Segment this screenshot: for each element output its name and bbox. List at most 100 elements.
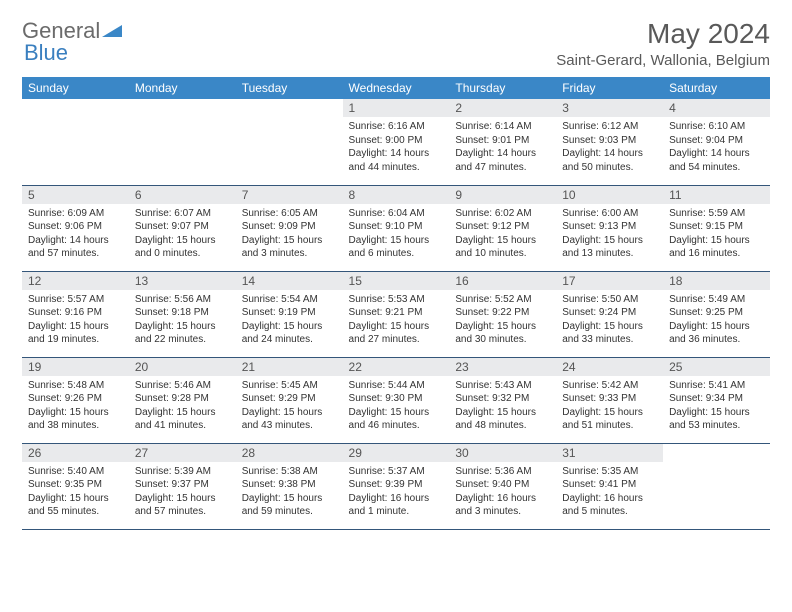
day-content: Sunrise: 6:05 AMSunset: 9:09 PMDaylight:…: [236, 204, 343, 265]
daylight-line: Daylight: 15 hours and 46 minutes.: [349, 407, 430, 432]
sunset-line: Sunset: 9:10 PM: [349, 221, 423, 232]
calendar-cell: 16Sunrise: 5:52 AMSunset: 9:22 PMDayligh…: [449, 271, 556, 357]
sunrise-line: Sunrise: 6:10 AM: [669, 121, 745, 132]
sunset-line: Sunset: 9:00 PM: [349, 135, 423, 146]
calendar-body: 1Sunrise: 6:16 AMSunset: 9:00 PMDaylight…: [22, 99, 770, 529]
calendar-cell: 24Sunrise: 5:42 AMSunset: 9:33 PMDayligh…: [556, 357, 663, 443]
day-number: 26: [22, 444, 129, 462]
day-number: 2: [449, 99, 556, 117]
sunset-line: Sunset: 9:24 PM: [562, 307, 636, 318]
calendar-cell: 14Sunrise: 5:54 AMSunset: 9:19 PMDayligh…: [236, 271, 343, 357]
day-number: 5: [22, 186, 129, 204]
day-content: Sunrise: 5:43 AMSunset: 9:32 PMDaylight:…: [449, 376, 556, 437]
day-number: 30: [449, 444, 556, 462]
day-number: 3: [556, 99, 663, 117]
daylight-line: Daylight: 16 hours and 5 minutes.: [562, 493, 643, 518]
calendar-cell: 30Sunrise: 5:36 AMSunset: 9:40 PMDayligh…: [449, 443, 556, 529]
daylight-line: Daylight: 15 hours and 48 minutes.: [455, 407, 536, 432]
calendar-cell: 29Sunrise: 5:37 AMSunset: 9:39 PMDayligh…: [343, 443, 450, 529]
day-number: 16: [449, 272, 556, 290]
sunset-line: Sunset: 9:18 PM: [135, 307, 209, 318]
sunset-line: Sunset: 9:29 PM: [242, 393, 316, 404]
calendar-cell: 7Sunrise: 6:05 AMSunset: 9:09 PMDaylight…: [236, 185, 343, 271]
calendar-row: 26Sunrise: 5:40 AMSunset: 9:35 PMDayligh…: [22, 443, 770, 529]
calendar-cell: [22, 99, 129, 185]
daylight-line: Daylight: 14 hours and 57 minutes.: [28, 235, 109, 260]
sunset-line: Sunset: 9:41 PM: [562, 479, 636, 490]
day-content: Sunrise: 5:44 AM Sunset: 9:30 PM Daylight:…: [343, 376, 450, 437]
weekday-header: Saturday: [663, 77, 770, 99]
sunrise-line: Sunrise: 6:04 AM: [349, 208, 425, 219]
sunrise-line: Sunrise: 6:00 AM: [562, 208, 638, 219]
day-content: Sunrise: 5:49 AMSunset: 9:25 PMDaylight:…: [663, 290, 770, 351]
calendar-cell: 2Sunrise: 6:14 AMSunset: 9:01 PMDaylight…: [449, 99, 556, 185]
calendar-cell: 21Sunrise: 5:45 AMSunset: 9:29 PMDayligh…: [236, 357, 343, 443]
calendar-cell: 17Sunrise: 5:50 AMSunset: 9:24 PMDayligh…: [556, 271, 663, 357]
day-number: 20: [129, 358, 236, 376]
daylight-line: Daylight: 15 hours and 22 minutes.: [135, 321, 216, 346]
calendar-cell: 11Sunrise: 5:59 AMSunset: 9:15 PMDayligh…: [663, 185, 770, 271]
day-content: Sunrise: 5:54 AMSunset: 9:19 PMDaylight:…: [236, 290, 343, 351]
weekday-header: Tuesday: [236, 77, 343, 99]
daylight-line: Daylight: 15 hours and 38 minutes.: [28, 407, 109, 432]
sunset-line: Sunset: 9:34 PM: [669, 393, 743, 404]
sunset-line: Sunset: 9:22 PM: [455, 307, 529, 318]
calendar-cell: [129, 99, 236, 185]
sunrise-line: Sunrise: 5:49 AM: [669, 294, 745, 305]
sunrise-line: Sunrise: 6:09 AM: [28, 208, 104, 219]
day-content: Sunrise: 5:35 AM Sunset: 9:41 PM Daylight:…: [556, 462, 663, 523]
daylight-line: Daylight: 15 hours and 16 minutes.: [669, 235, 750, 260]
day-number: 8: [343, 186, 450, 204]
sunset-line: Sunset: 9:07 PM: [135, 221, 209, 232]
calendar-cell: 19Sunrise: 5:48 AMSunset: 9:26 PMDayligh…: [22, 357, 129, 443]
day-content: Sunrise: 6:14 AMSunset: 9:01 PMDaylight:…: [449, 117, 556, 178]
day-number: 23: [449, 358, 556, 376]
sunset-line: Sunset: 9:01 PM: [455, 135, 529, 146]
sunrise-line: Sunrise: 5:39 AM: [135, 466, 211, 477]
sunrise-line: Sunrise: 6:12 AM: [562, 121, 638, 132]
sunrise-line: Sunrise: 5:50 AM: [562, 294, 638, 305]
daylight-line: Daylight: 15 hours and 41 minutes.: [135, 407, 216, 432]
calendar-cell: 22Sunrise: 5:44 AMSunset: 9:30 PMDayligh…: [343, 357, 450, 443]
day-number: 6: [129, 186, 236, 204]
calendar-row: 1Sunrise: 6:16 AMSunset: 9:00 PMDaylight…: [22, 99, 770, 185]
sunrise-line: Sunrise: 5:38 AM: [242, 466, 318, 477]
day-number: 11: [663, 186, 770, 204]
sunrise-line: Sunrise: 6:07 AM: [135, 208, 211, 219]
sunset-line: Sunset: 9:30 PM: [349, 393, 423, 404]
day-content: Sunrise: 6:04 AMSunset: 9:10 PMDaylight:…: [343, 204, 450, 265]
calendar-cell: 31Sunrise: 5:35 AMSunset: 9:41 PMDayligh…: [556, 443, 663, 529]
weekday-header: Sunday: [22, 77, 129, 99]
calendar-cell: 13Sunrise: 5:56 AMSunset: 9:18 PMDayligh…: [129, 271, 236, 357]
sunrise-line: Sunrise: 5:36 AM: [455, 466, 531, 477]
sunrise-line: Sunrise: 5:41 AM: [669, 380, 745, 391]
weekday-header: Thursday: [449, 77, 556, 99]
calendar-table: SundayMondayTuesdayWednesdayThursdayFrid…: [22, 77, 770, 530]
calendar-cell: 10Sunrise: 6:00 AMSunset: 9:13 PMDayligh…: [556, 185, 663, 271]
day-number: 24: [556, 358, 663, 376]
day-content: Sunrise: 5:38 AMSunset: 9:38 PMDaylight:…: [236, 462, 343, 523]
daylight-line: Daylight: 16 hours and 1 minute.: [349, 493, 430, 518]
day-content: Sunrise: 5:57 AMSunset: 9:16 PMDaylight:…: [22, 290, 129, 351]
daylight-line: Daylight: 15 hours and 53 minutes.: [669, 407, 750, 432]
sunrise-line: Sunrise: 5:44 AM: [349, 380, 425, 391]
weekday-header: Monday: [129, 77, 236, 99]
sunrise-line: Sunrise: 5:35 AM: [562, 466, 638, 477]
day-content: Sunrise: 6:09 AMSunset: 9:06 PMDaylight:…: [22, 204, 129, 265]
calendar-row: 19Sunrise: 5:48 AMSunset: 9:26 PMDayligh…: [22, 357, 770, 443]
sunset-line: Sunset: 9:35 PM: [28, 479, 102, 490]
sunset-line: Sunset: 9:16 PM: [28, 307, 102, 318]
calendar-cell: 6Sunrise: 6:07 AMSunset: 9:07 PMDaylight…: [129, 185, 236, 271]
sunset-line: Sunset: 9:19 PM: [242, 307, 316, 318]
sunset-line: Sunset: 9:25 PM: [669, 307, 743, 318]
calendar-cell: 25Sunrise: 5:41 AMSunset: 9:34 PMDayligh…: [663, 357, 770, 443]
sunrise-line: Sunrise: 5:46 AM: [135, 380, 211, 391]
daylight-line: Daylight: 14 hours and 54 minutes.: [669, 148, 750, 173]
daylight-line: Daylight: 14 hours and 47 minutes.: [455, 148, 536, 173]
day-number: 29: [343, 444, 450, 462]
day-number: 1: [343, 99, 450, 117]
day-content: Sunrise: 6:02 AMSunset: 9:12 PMDaylight:…: [449, 204, 556, 265]
calendar-cell: 27Sunrise: 5:39 AMSunset: 9:37 PMDayligh…: [129, 443, 236, 529]
day-content: Sunrise: 5:42 AMSunset: 9:33 PMDaylight:…: [556, 376, 663, 437]
calendar-cell: 1Sunrise: 6:16 AMSunset: 9:00 PMDaylight…: [343, 99, 450, 185]
